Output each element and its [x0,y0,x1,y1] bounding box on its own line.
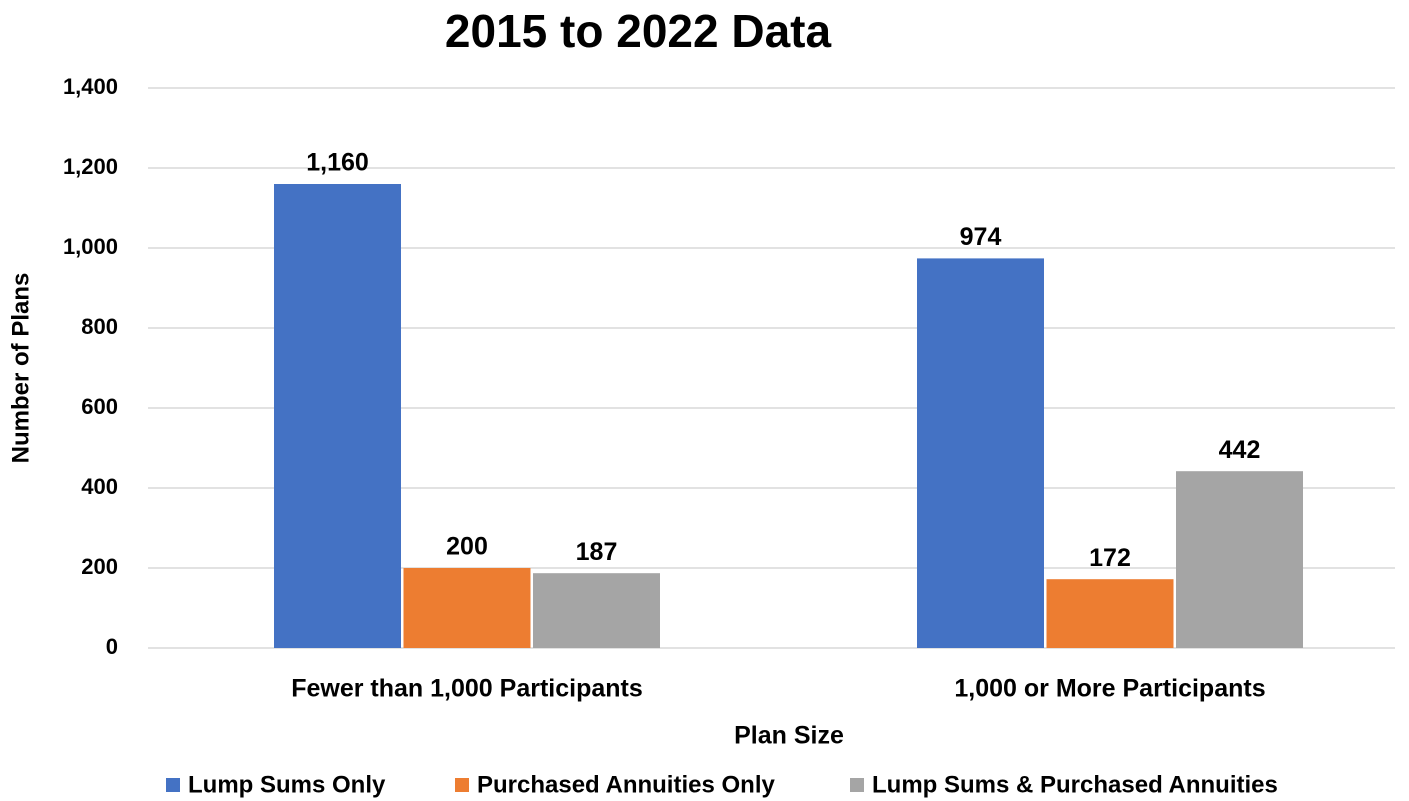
legend-label: Purchased Annuities Only [477,771,775,798]
bar [1176,471,1303,648]
legend-swatch [455,778,469,792]
y-tick-label: 0 [106,634,118,659]
y-tick-label: 400 [81,474,118,499]
y-tick-label: 600 [81,394,118,419]
x-tick-label: 1,000 or More Participants [954,675,1265,703]
bar [917,258,1044,648]
value-label: 187 [576,538,618,566]
y-tick-label: 800 [81,314,118,339]
x-axis-label: Plan Size [734,722,844,750]
y-tick-label: 200 [81,554,118,579]
legend-label: Lump Sums & Purchased Annuities [872,771,1278,798]
y-axis-label: Number of Plans [7,273,34,464]
legend-swatch [166,778,180,792]
bar [1046,579,1174,648]
x-tick-label: Fewer than 1,000 Participants [291,675,643,703]
bar [274,184,401,648]
value-label: 974 [960,223,1002,251]
bar [533,573,660,648]
chart-title: 2015 to 2022 Data [445,5,832,57]
value-label: 1,160 [306,149,369,177]
y-tick-label: 1,400 [63,74,118,99]
y-tick-label: 1,200 [63,154,118,179]
legend-label: Lump Sums Only [188,771,386,798]
value-label: 172 [1089,544,1131,572]
value-label: 442 [1219,436,1261,464]
y-tick-label: 1,000 [63,234,118,259]
legend-swatch [850,778,864,792]
value-label: 200 [446,533,488,561]
bar [403,568,531,648]
